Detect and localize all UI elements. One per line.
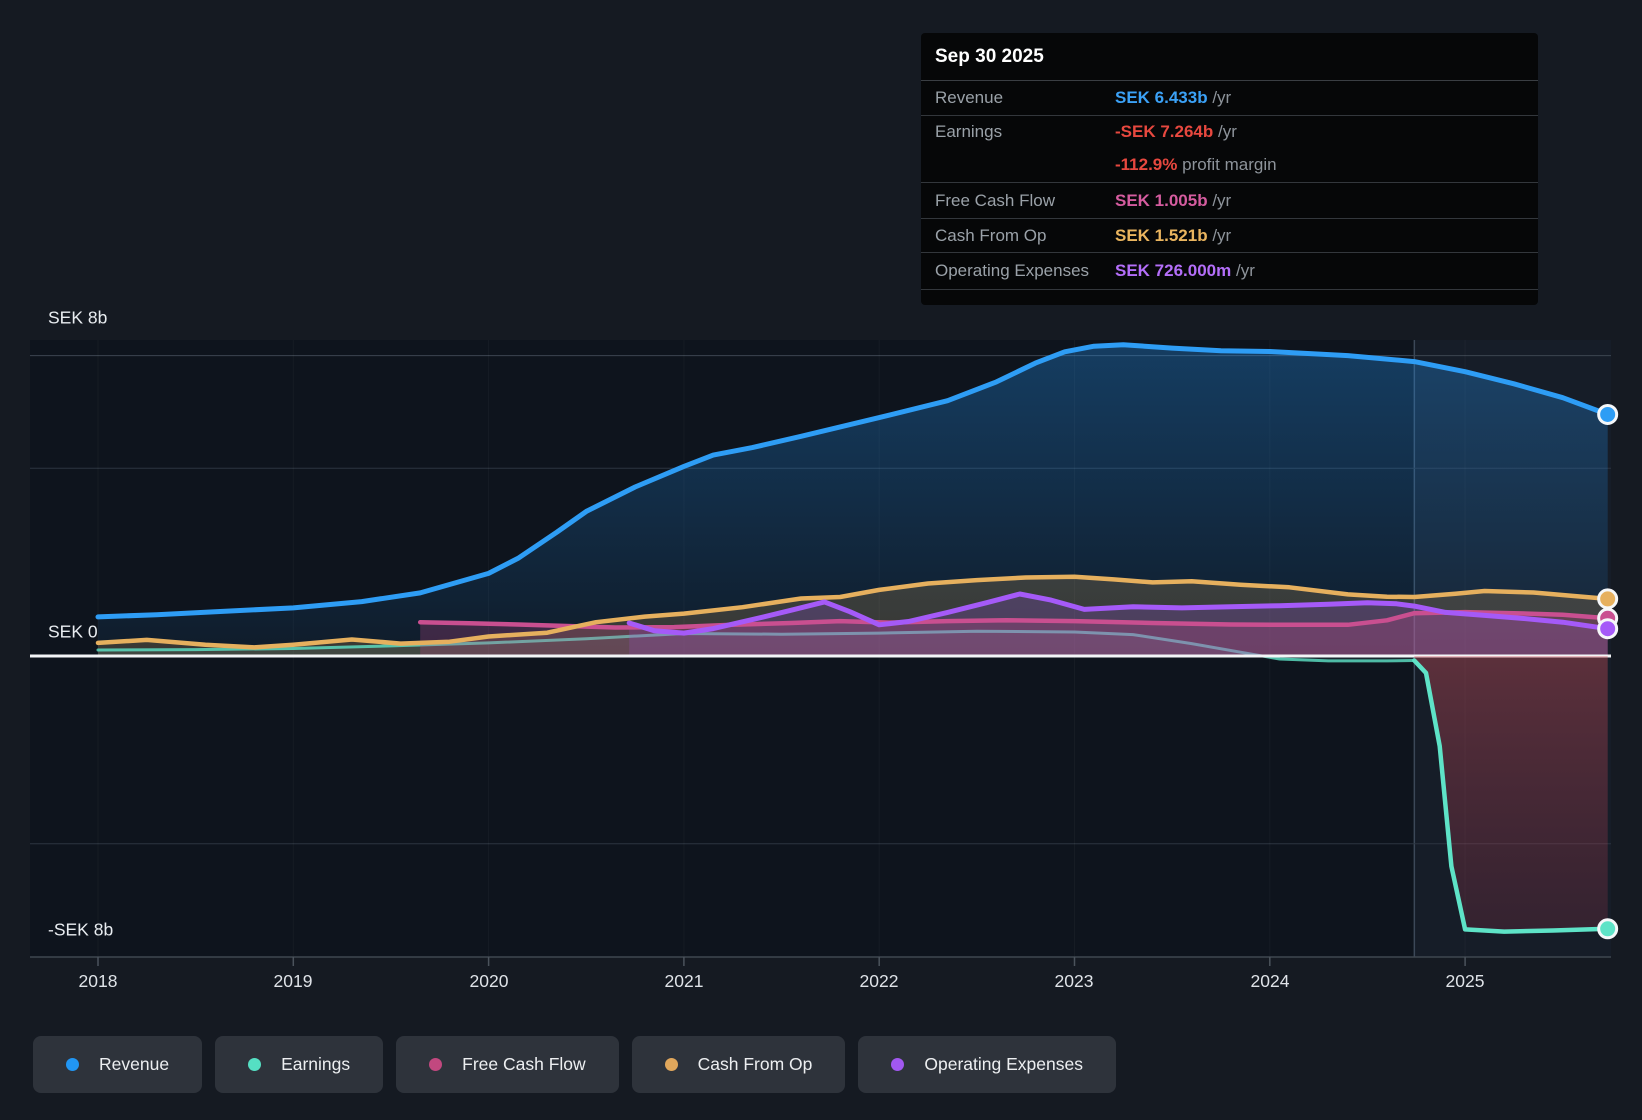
tooltip-label: Operating Expenses [935,261,1090,280]
y-axis-label-0: SEK 0 [48,621,98,642]
legend-label: Free Cash Flow [462,1054,586,1074]
legend-item-free-cash-flow[interactable]: Free Cash Flow [396,1036,619,1093]
free-cash-flow-area [420,612,1608,656]
y-axis-label-8b: SEK 8b [48,307,108,328]
tooltip-row-cash-from-op: Cash From Op SEK 1.521b /yr [921,219,1538,253]
operating-expenses-line [626,591,1611,636]
cash-from-op-area [98,576,1608,656]
earnings-end-marker[interactable] [1597,918,1619,940]
operating-expenses-end-marker[interactable] [1597,618,1619,640]
tooltip-value: SEK 1.521b /yr [1115,225,1232,245]
legend-item-operating-expenses[interactable]: Operating Expenses [858,1036,1116,1093]
legend-label: Cash From Op [697,1054,813,1074]
x-axis-label-2023: 2023 [1054,971,1094,991]
tooltip-row-profit-margin: -112.9% profit margin [921,148,1538,183]
x-axis-label-2021: 2021 [664,971,704,991]
tooltip-date: Sep 30 2025 [921,33,1538,81]
tooltip-value: SEK 6.433b /yr [1115,88,1232,107]
y-axis-label-neg8b: -SEK 8b [48,919,114,940]
x-axis-label-2025: 2025 [1445,971,1485,991]
tooltip-row-operating-expenses: Operating Expenses SEK 726.000m /yr [921,253,1538,290]
data-tooltip-panel: Sep 30 2025 Revenue SEK 6.433b /yr Earni… [921,33,1538,305]
tooltip-row-earnings: Earnings -SEK 7.264b /yr [921,116,1538,148]
tooltip-row-free-cash-flow: Free Cash Flow SEK 1.005b /yr [921,183,1538,219]
cash-from-op-line [95,574,1610,650]
revenue-dot-icon [66,1058,79,1071]
tooltip-value: -112.9% profit margin [1115,155,1277,174]
tooltip-label: Free Cash Flow [935,190,1055,210]
legend-item-earnings[interactable]: Earnings [215,1036,384,1093]
x-axis-label-2020: 2020 [469,971,509,991]
tooltip-value: -SEK 7.264b /yr [1115,122,1237,141]
earnings-line [1412,658,1610,934]
cash-from-op-end-marker[interactable] [1597,588,1619,610]
earnings-positive-area [98,631,1415,661]
legend-label: Earnings [281,1054,351,1074]
legend-item-cash-from-op[interactable]: Cash From Op [631,1036,846,1093]
x-axis-label-2024: 2024 [1250,971,1290,991]
x-axis-label-2022: 2022 [859,971,899,991]
chart-legend: Revenue Earnings Free Cash Flow Cash Fro… [33,1036,1116,1093]
operating-expenses-area [629,594,1608,656]
tooltip-value: SEK 726.000m /yr [1115,261,1255,280]
x-axis-label-2019: 2019 [273,971,313,991]
cash-from-op-dot-icon [664,1058,678,1071]
earnings-line-history [96,629,1416,663]
tooltip-label: Revenue [935,88,1004,107]
earnings-negative-area [1414,656,1608,932]
x-axis-label-2018: 2018 [78,971,118,991]
revenue-end-marker[interactable] [1597,403,1619,425]
revenue-line [95,342,1611,620]
free-cash-flow-line [417,609,1610,630]
tooltip-label: Earnings [935,122,1003,141]
tooltip-label: Cash From Op [935,225,1047,245]
earnings-dot-icon [248,1058,262,1071]
legend-label: Revenue [99,1054,170,1074]
legend-label: Operating Expenses [924,1054,1083,1074]
legend-item-revenue[interactable]: Revenue [33,1036,203,1093]
free-cash-flow-dot-icon [429,1058,443,1071]
tooltip-value: SEK 1.005b /yr [1115,190,1232,210]
operating-expenses-dot-icon [891,1058,905,1071]
tooltip-row-revenue: Revenue SEK 6.433b /yr [921,81,1538,116]
